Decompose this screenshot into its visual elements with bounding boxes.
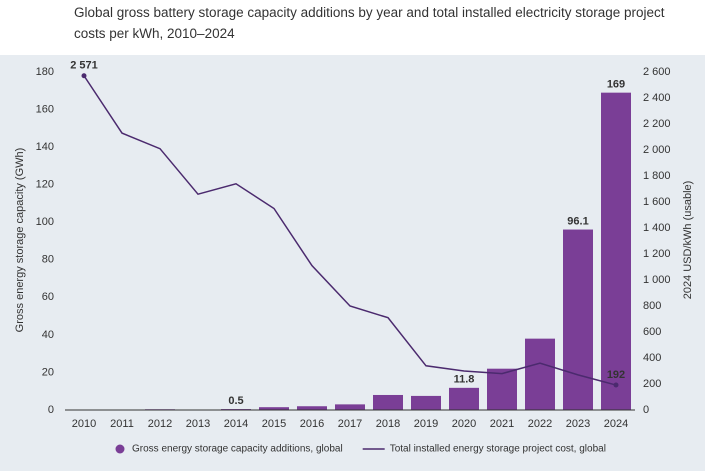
y2-tick-label: 1 800 (643, 170, 671, 182)
y-axis-title: Gross energy storage capacity (GWh) (14, 148, 26, 333)
y-tick-label: 40 (42, 329, 54, 341)
x-tick-label: 2017 (338, 418, 362, 430)
chart-title: Global gross battery storage capacity ad… (74, 5, 665, 41)
x-tick-label: 2012 (148, 418, 172, 430)
x-tick-label: 2011 (110, 418, 134, 430)
x-tick-label: 2020 (452, 418, 476, 430)
cost-line (83, 75, 617, 386)
y2-tick-label: 800 (643, 300, 661, 312)
legend-label: Gross energy storage capacity additions,… (132, 444, 343, 455)
x-tick-label: 2022 (528, 418, 552, 430)
bar (297, 406, 327, 410)
y2-tick-label: 400 (643, 352, 661, 364)
y-tick-label: 180 (36, 66, 54, 78)
bar-value-label: 11.8 (454, 374, 475, 386)
line-value-label: 192 (607, 369, 625, 381)
bar (335, 404, 365, 410)
y-tick-label: 20 (42, 366, 54, 378)
legend-marker (115, 444, 125, 454)
x-tick-label: 2010 (72, 418, 96, 430)
line-point (81, 73, 87, 79)
x-tick-label: 2021 (490, 418, 514, 430)
y2-axis-title: 2024 USD/kWh (usable) (682, 181, 694, 300)
y2-tick-label: 0 (643, 404, 649, 416)
y2-tick-label: 600 (643, 326, 661, 338)
x-tick-label: 2018 (376, 418, 400, 430)
bar (259, 407, 289, 410)
y-tick-label: 100 (36, 216, 54, 228)
y2-tick-label: 2 000 (643, 144, 671, 156)
y2-tick-label: 1 000 (643, 274, 671, 286)
x-tick-label: 2015 (262, 418, 286, 430)
y2-tick-label: 1 200 (643, 248, 671, 260)
y-tick-label: 60 (42, 291, 54, 303)
bar-value-label: 0.5 (228, 395, 243, 407)
bar-value-label: 169 (607, 79, 625, 91)
x-tick-label: 2016 (300, 418, 324, 430)
y2-tick-label: 1 400 (643, 222, 671, 234)
y-tick-label: 140 (36, 141, 54, 153)
line-point (613, 382, 619, 388)
y2-tick-label: 200 (643, 378, 661, 390)
y-tick-label: 80 (42, 254, 54, 266)
y-tick-label: 160 (36, 103, 54, 115)
bar-value-label: 96.1 (567, 215, 588, 227)
y-tick-label: 0 (48, 404, 54, 416)
y2-tick-label: 2 200 (643, 118, 671, 130)
x-tick-label: 2014 (224, 418, 248, 430)
bar (373, 394, 403, 410)
bar (411, 395, 441, 410)
y-tick-label: 120 (36, 179, 54, 191)
x-tick-label: 2019 (414, 418, 438, 430)
y2-tick-label: 1 600 (643, 196, 671, 208)
x-tick-label: 2023 (566, 418, 590, 430)
bar (601, 92, 631, 411)
line-value-label: 2 571 (70, 60, 98, 72)
bar (487, 368, 517, 410)
bar (525, 338, 555, 410)
bar (563, 229, 593, 410)
x-tick-label: 2024 (604, 418, 628, 430)
y2-tick-label: 2 600 (643, 66, 671, 78)
y2-tick-label: 2 400 (643, 92, 671, 104)
legend-label: Total installed energy storage project c… (390, 444, 606, 455)
bar (449, 387, 479, 410)
x-tick-label: 2013 (186, 418, 210, 430)
